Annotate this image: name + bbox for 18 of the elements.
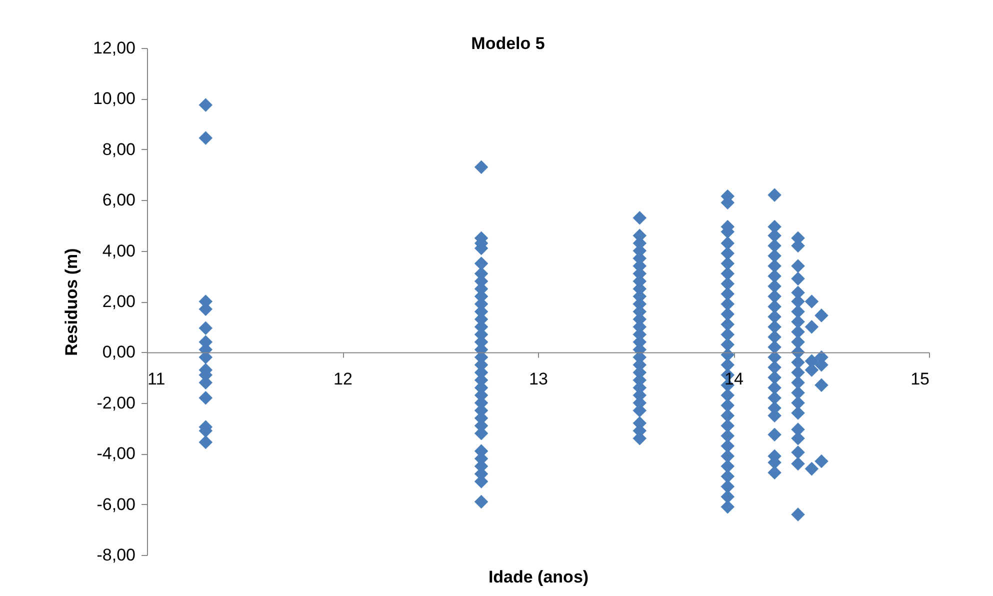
y-tick-label: -2,00 [96, 393, 136, 412]
y-tick-label: 4,00 [102, 241, 136, 260]
y-tick-label: 2,00 [102, 292, 136, 311]
y-axis-title: Residuos (m) [62, 248, 81, 356]
y-tick-label: 12,00 [92, 38, 136, 58]
y-tick-label: -4,00 [96, 444, 136, 464]
chart-title: Modelo 5 [471, 34, 545, 53]
x-tick-label: 11 [148, 370, 166, 389]
y-tick-label: -6,00 [96, 494, 136, 514]
x-tick-label: 15 [910, 370, 930, 389]
y-tick-label: 10,00 [92, 89, 136, 108]
y-tick-label: 6,00 [102, 190, 136, 210]
y-tick-label: -8,00 [96, 546, 136, 564]
x-tick-label: 13 [529, 370, 548, 389]
x-tick-label: 12 [334, 370, 352, 389]
y-tick-label: 0,00 [102, 342, 136, 362]
y-tick-label: 8,00 [102, 140, 136, 159]
x-axis-title: Idade (anos) [488, 568, 589, 586]
